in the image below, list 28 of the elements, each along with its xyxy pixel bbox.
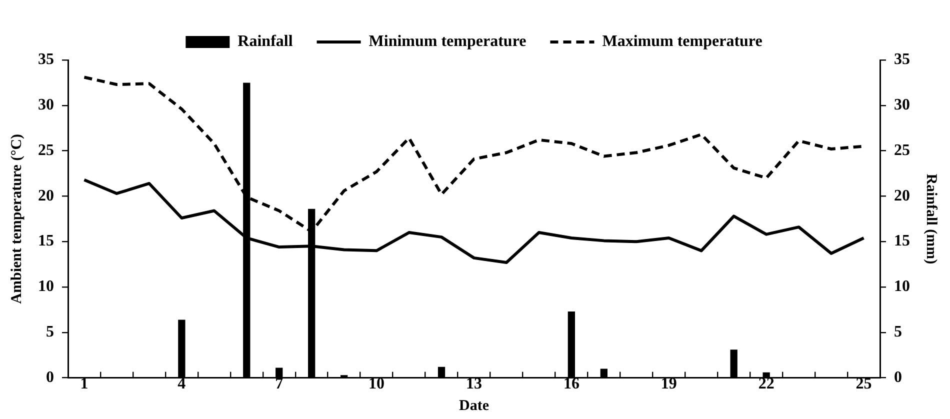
x-tick-label: 16 <box>563 376 580 393</box>
x-tick-label: 13 <box>466 376 482 393</box>
y-tick-label: 25 <box>38 142 54 159</box>
y2-tick-label: 20 <box>894 187 910 204</box>
legend-label: Minimum temperature <box>368 33 526 50</box>
y2-tick-label: 35 <box>894 51 910 68</box>
y-tick-label: 20 <box>38 187 54 204</box>
y2-tick-label: 15 <box>894 232 910 250</box>
legend-label: Rainfall <box>238 33 294 50</box>
y2-tick-label: 30 <box>894 96 910 114</box>
y2-tick-label: 5 <box>894 324 902 341</box>
y2-tick-label: 10 <box>894 278 910 296</box>
y-tick-label: 35 <box>38 51 54 68</box>
x-axis-title: Date <box>459 398 490 414</box>
x-tick-label: 19 <box>660 376 677 393</box>
x-tick-label: 10 <box>368 376 385 393</box>
y2-tick-label: 25 <box>894 142 910 159</box>
y-axis-title: Ambient temperature (°C) <box>8 134 25 304</box>
y-tick-label: 10 <box>38 278 54 296</box>
y-tick-label: 0 <box>46 368 54 386</box>
y-tick-label: 5 <box>46 324 54 341</box>
y-tick-label: 30 <box>38 96 54 114</box>
legend-label: Maximum temperature <box>602 33 762 50</box>
y2-axis-title: Rainfall (mm) <box>923 174 940 264</box>
x-tick-label: 1 <box>80 376 88 393</box>
x-tick-label: 4 <box>178 376 186 393</box>
y-tick-label: 15 <box>38 232 54 250</box>
y2-tick-label: 0 <box>894 368 902 386</box>
